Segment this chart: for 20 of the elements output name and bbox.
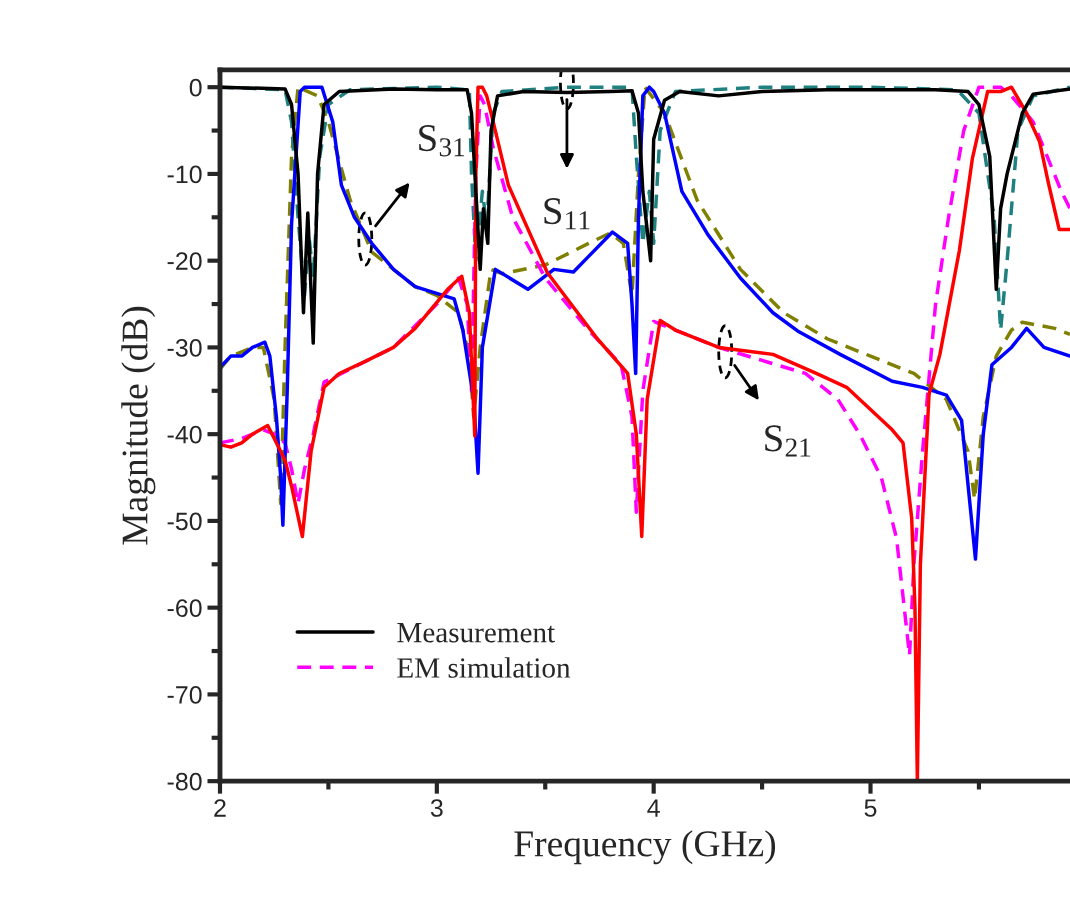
x-axis-title: Frequency (GHz) [514,830,776,865]
y-axis-title: Magnitude (dB) [121,306,156,545]
x-tick-label: 3 [430,799,443,817]
y-tick-label: -20 [167,252,202,270]
x-tick-label: 4 [647,799,660,817]
y-tick-label: -50 [167,512,202,531]
y-tick-label: -10 [167,165,202,184]
y-tick-label: -70 [167,686,202,704]
annotation: S$_{21}$ [765,425,811,457]
y-tick-label: -80 [167,772,202,791]
annotation: S$_{31}$ [419,125,465,157]
annotation: S$_{11}$ [544,198,590,230]
y-tick-label: 0 [189,78,202,97]
y-tick-label: -40 [167,425,202,444]
x-tick-label: 5 [864,799,877,817]
y-tick-label: -30 [167,339,202,357]
y-tick-label: -60 [167,599,202,617]
legend-label: Measurement [397,623,555,643]
x-tick-label: 2 [214,799,226,817]
legend-label: EM simulation [397,657,571,678]
